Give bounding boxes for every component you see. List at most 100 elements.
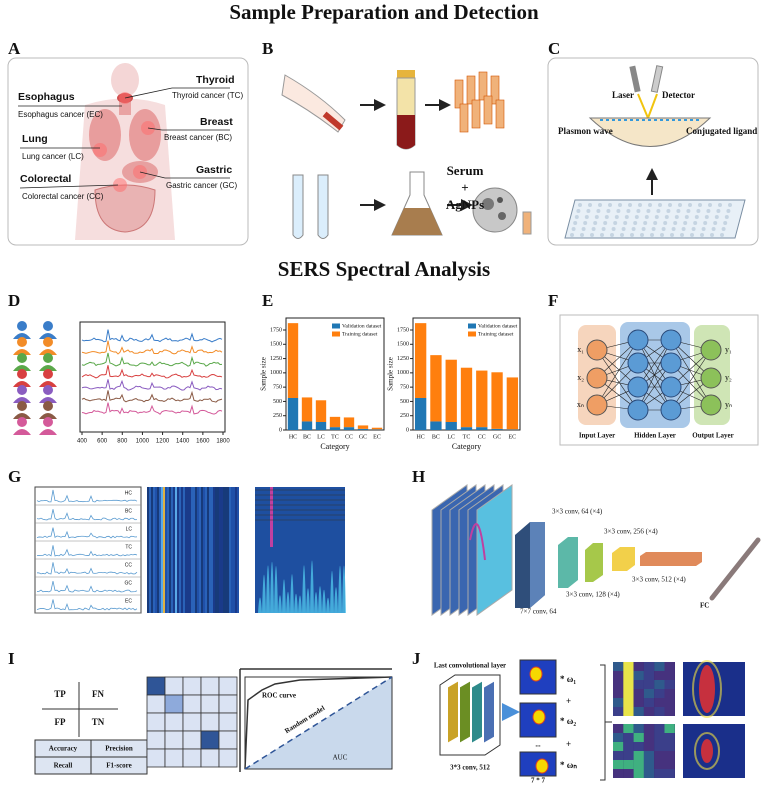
bar-segment xyxy=(301,421,313,430)
heatmap-stripe xyxy=(197,487,199,613)
heatmap-cell xyxy=(613,662,624,671)
well xyxy=(634,215,639,219)
heatmap-cell xyxy=(613,698,624,707)
heatmap-cell xyxy=(643,742,655,751)
heatmap-stripe xyxy=(185,487,187,613)
x-tick-label: BC xyxy=(303,434,311,440)
mix-label: AgNPs xyxy=(446,197,484,212)
bar-segment xyxy=(506,377,519,430)
heatmap-cell xyxy=(643,760,655,769)
legend-label: Validation dataset xyxy=(342,323,382,329)
x-tick-label: 600 xyxy=(97,439,108,445)
heatmap-stripe xyxy=(221,487,223,613)
heatmap-stripe xyxy=(163,487,165,613)
x-tick-label: LC xyxy=(317,434,325,440)
cancer-name: Esophagus cancer (EC) xyxy=(18,110,103,119)
heatmap-cell xyxy=(654,662,665,671)
weight: * ωₙ xyxy=(560,760,577,770)
cwt-lobe xyxy=(286,591,290,613)
person-body xyxy=(13,413,31,419)
metric: Recall xyxy=(54,762,73,770)
x-tick-label: HC xyxy=(416,434,424,440)
spectrum xyxy=(81,390,223,403)
well xyxy=(638,203,642,207)
hidden-node xyxy=(660,352,682,374)
roc-label: AUC xyxy=(333,754,348,762)
well xyxy=(676,209,681,213)
activation xyxy=(535,758,549,774)
heatmap-stripe xyxy=(187,487,189,613)
person-body xyxy=(39,397,57,403)
person-head xyxy=(17,321,27,331)
activation xyxy=(532,709,546,725)
x-tick-label: TC xyxy=(463,434,471,440)
well xyxy=(656,209,661,213)
matrix-cell xyxy=(218,730,238,750)
class-label: BC xyxy=(125,508,132,514)
heatmap-stripe xyxy=(213,487,215,613)
heatmap-stripe xyxy=(191,487,193,613)
well xyxy=(606,209,611,213)
panel-a-frame xyxy=(7,57,249,246)
x-tick-label: GC xyxy=(493,434,501,440)
heatmap-cell xyxy=(654,671,665,680)
mix-label: Serum xyxy=(447,163,484,178)
well xyxy=(643,221,648,225)
well xyxy=(586,209,591,213)
bar-segment xyxy=(371,427,383,430)
dataset-charts: 0 250 500 750 1000 1250 1500 1750 HC BC LC TC CC GC EC… xyxy=(260,317,521,451)
well xyxy=(671,227,676,231)
y-tick-label: 1000 xyxy=(270,370,282,376)
heatmap-cell xyxy=(633,680,644,689)
person-head xyxy=(17,401,27,411)
heatmap-cell xyxy=(623,733,634,742)
heatmap-cell xyxy=(633,769,644,778)
well xyxy=(581,227,586,231)
heatmap-stripe xyxy=(199,487,201,613)
y-tick-label: 1250 xyxy=(397,356,409,362)
legend-swatch xyxy=(468,323,476,329)
matrix-cell xyxy=(182,748,202,768)
heatmap-stripe xyxy=(225,487,227,613)
weight: * ω₁ xyxy=(560,674,576,684)
heatmap-stripe xyxy=(155,487,157,613)
y-tick-label: 1500 xyxy=(270,342,282,348)
heatmap-cell xyxy=(633,662,644,671)
well xyxy=(726,209,731,213)
person-body xyxy=(13,349,31,355)
spectral-images: HC BC LC TC CC GC EC xyxy=(34,486,346,614)
heatmap-cell xyxy=(613,769,624,778)
output-node xyxy=(700,367,722,389)
x-tick-label: CC xyxy=(478,434,486,440)
cwt-lobe xyxy=(298,595,302,613)
matrix-cell xyxy=(164,676,184,696)
heatmap-cell xyxy=(633,760,644,769)
hidden-node xyxy=(627,376,649,398)
bar-segment xyxy=(315,400,327,422)
input-image xyxy=(476,484,513,616)
panel-label: J xyxy=(412,649,421,668)
layer-label: 3×3 conv, 128 (×4) xyxy=(566,591,620,599)
heatmap-cell xyxy=(654,698,665,707)
well xyxy=(653,221,658,225)
output-node xyxy=(700,394,722,416)
well xyxy=(648,203,652,207)
heatmap-cell xyxy=(623,689,634,698)
well xyxy=(651,227,656,231)
organ-name: Lung xyxy=(22,133,48,145)
cwt-lobe xyxy=(314,591,318,613)
well xyxy=(604,215,609,219)
setup-label: Laser xyxy=(612,90,634,100)
person-head xyxy=(17,417,27,427)
well xyxy=(608,203,612,207)
person-body xyxy=(39,381,57,387)
heatmap-cell xyxy=(664,671,675,680)
matrix-cell xyxy=(200,694,220,714)
cwt-lobe xyxy=(290,574,294,613)
output-label: yₙ xyxy=(725,400,732,409)
person-body xyxy=(39,429,57,435)
spectra-frame xyxy=(79,321,226,433)
well xyxy=(593,221,598,225)
x-tick-label: EC xyxy=(509,434,517,440)
bar-segment xyxy=(491,428,503,430)
